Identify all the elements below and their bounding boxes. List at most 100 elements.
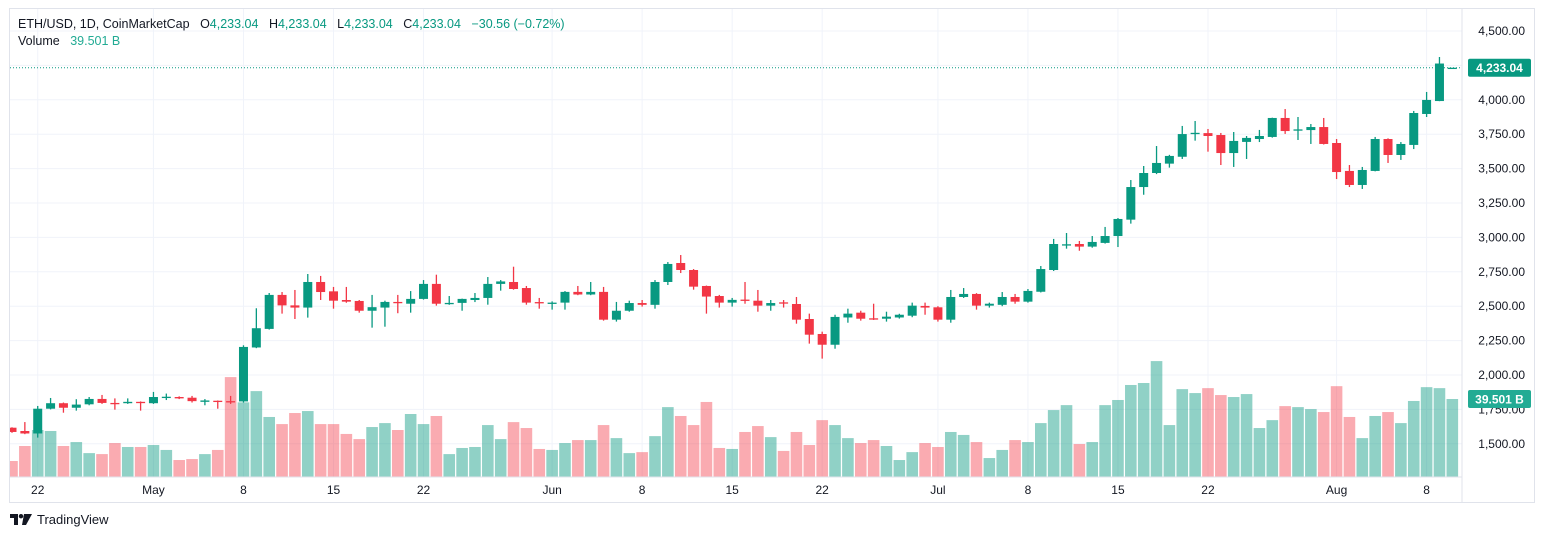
candle-body — [1254, 135, 1264, 140]
volume-bar — [932, 446, 944, 477]
candle-body — [804, 318, 814, 335]
volume-bar — [1137, 383, 1150, 477]
volume-bar — [1060, 405, 1073, 477]
tradingview-brand[interactable]: TradingView — [10, 512, 109, 527]
candle-body — [560, 291, 570, 303]
volume-bar — [1215, 395, 1227, 477]
candle-body — [1023, 290, 1033, 302]
volume-bar — [494, 439, 507, 477]
candle-body — [380, 301, 390, 308]
tradingview-logo-icon — [10, 514, 32, 525]
candle-body — [136, 401, 146, 404]
low-value: 4,233.04 — [344, 17, 393, 31]
volume-bar — [276, 424, 288, 477]
price-axis-label: 3,750.00 — [1478, 127, 1525, 141]
candle-body — [457, 298, 467, 303]
candle-body — [856, 312, 866, 319]
candle-body — [689, 270, 699, 287]
volume-bar — [1407, 400, 1420, 477]
candle-body — [534, 302, 544, 304]
candle-body — [290, 305, 300, 308]
candle-body — [238, 346, 248, 402]
volume-bar — [906, 452, 918, 477]
candle-body — [1357, 169, 1367, 185]
volume-bar — [919, 443, 931, 477]
open-value: 4,233.04 — [209, 17, 259, 31]
price-axis-label: 3,500.00 — [1478, 162, 1525, 176]
symbol-title[interactable]: ETH/USD, 1D, CoinMarketCap — [18, 17, 190, 31]
change-value: −30.56 (−0.72%) — [471, 17, 565, 31]
volume-bar — [83, 453, 95, 477]
volume-bar — [1099, 405, 1111, 477]
volume-bar — [482, 425, 494, 477]
candle-body — [1409, 113, 1419, 145]
volume-bar — [417, 424, 430, 477]
candle-body — [174, 397, 184, 399]
volume-bar — [983, 458, 996, 477]
candle-body — [1319, 127, 1329, 144]
candle-body — [46, 403, 56, 409]
volume-bar — [173, 460, 185, 477]
price-axis-label: 1,500.00 — [1478, 437, 1525, 451]
time-axis-label: 15 — [725, 483, 739, 497]
volume-bar — [970, 442, 983, 477]
volume-bar — [147, 445, 160, 477]
candle-body — [1293, 129, 1303, 131]
candle-body — [341, 300, 351, 302]
volume-bar — [803, 445, 816, 477]
candle-body — [1229, 140, 1239, 154]
price-axis-label: 2,750.00 — [1478, 265, 1525, 279]
candle-body — [148, 397, 158, 404]
plot-area[interactable] — [6, 57, 1459, 477]
volume-bar — [944, 431, 957, 477]
brand-name: TradingView — [37, 512, 109, 527]
candle-body — [701, 285, 711, 297]
time-axis-label: Jun — [542, 483, 561, 497]
candle-body — [650, 281, 660, 305]
volume-bar — [739, 431, 751, 477]
volume-bar — [327, 424, 340, 477]
candle-body — [740, 299, 750, 301]
candle-body — [419, 283, 429, 299]
volume-bar — [1382, 412, 1394, 477]
chart-frame — [9, 8, 1535, 503]
volume-bar — [687, 425, 700, 477]
candle-body — [869, 318, 879, 320]
candle-body — [586, 291, 596, 295]
volume-row: Volume 39.501 B — [18, 33, 565, 50]
price-axis-label: 2,500.00 — [1478, 299, 1525, 313]
candle-body — [58, 403, 68, 408]
candle-body — [277, 294, 287, 306]
volume-bar — [636, 452, 648, 477]
volume-bar — [19, 445, 31, 477]
candle-body — [329, 291, 338, 301]
volume-bar — [829, 425, 841, 477]
volume-bar — [713, 447, 726, 477]
volume-bar — [726, 448, 738, 477]
volume-bar — [700, 401, 713, 477]
time-axis-label: Jul — [930, 483, 945, 497]
candle-body — [1216, 135, 1226, 154]
candle-body — [1370, 139, 1380, 171]
volume-bar — [893, 460, 906, 477]
candle-body — [316, 281, 326, 293]
volume-bar — [1292, 407, 1304, 477]
time-axis-label: 8 — [1025, 483, 1032, 497]
time-axis-label: 22 — [1201, 483, 1215, 497]
candle-body — [1010, 296, 1020, 302]
candle-body — [200, 400, 210, 402]
last-price-badge — [1468, 58, 1531, 77]
volume-bar — [1176, 389, 1189, 477]
time-axis-label: 8 — [639, 483, 646, 497]
candle-body — [676, 262, 686, 271]
volume-bar — [340, 433, 353, 477]
candle-body — [1177, 134, 1187, 157]
candle-body — [766, 303, 776, 306]
candle-body — [1383, 139, 1393, 155]
volume-bar — [559, 443, 571, 477]
volume-bar — [520, 428, 533, 477]
open-label: O — [200, 17, 210, 31]
volume-label[interactable]: Volume — [18, 34, 60, 48]
candle-body — [1396, 143, 1406, 155]
